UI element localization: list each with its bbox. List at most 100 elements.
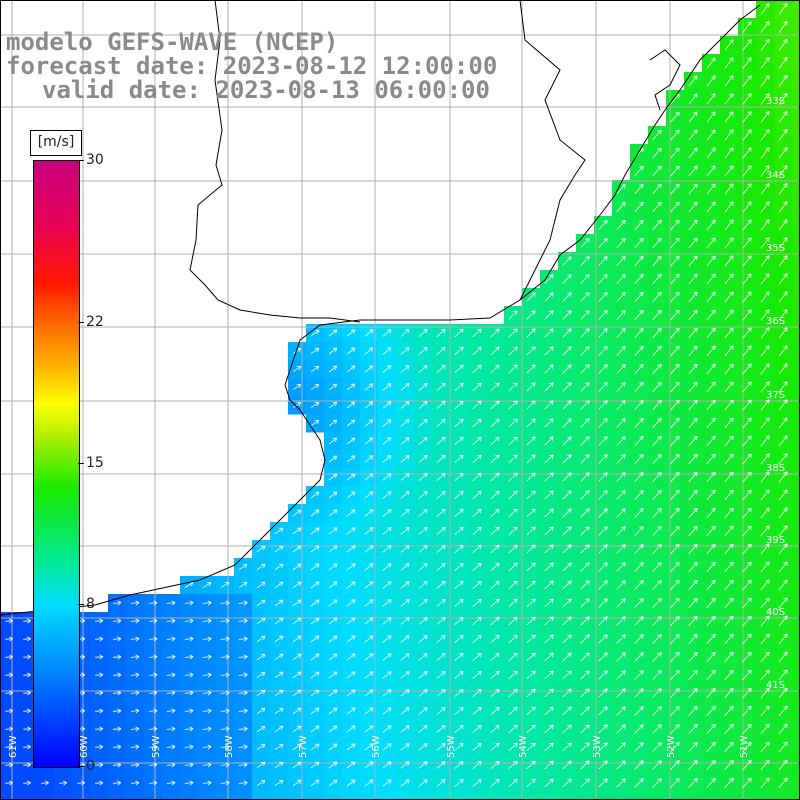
wind-arrow — [742, 147, 752, 159]
wind-arrow — [256, 743, 266, 751]
wind-arrow — [778, 543, 788, 555]
wind-arrow — [562, 508, 572, 518]
wind-arrow — [598, 616, 608, 626]
wind-arrow — [346, 563, 356, 571]
wind-arrow — [418, 563, 428, 571]
wind-arrow — [688, 327, 698, 339]
wind-arrow — [346, 491, 356, 499]
wind-arrow — [670, 778, 680, 788]
wind-arrow — [670, 417, 680, 429]
wind-arrow — [400, 707, 410, 715]
wind-arrow — [310, 347, 320, 355]
wind-arrow — [400, 563, 410, 571]
wind-arrow — [742, 543, 752, 555]
wind-arrow — [598, 346, 608, 356]
wind-arrow — [166, 672, 176, 678]
wind-arrow — [706, 489, 716, 501]
wind-arrow — [508, 346, 518, 356]
wind-arrow — [742, 705, 752, 717]
wind-arrow — [724, 471, 734, 483]
wind-arrow — [454, 436, 464, 446]
wind-arrow — [778, 39, 788, 51]
wind-arrow — [400, 491, 410, 499]
wind-arrow — [670, 634, 680, 644]
wind-arrow — [382, 347, 392, 355]
wind-cell — [216, 792, 235, 800]
wind-cell — [792, 18, 800, 37]
wind-arrow — [328, 743, 338, 751]
wind-arrow — [328, 635, 338, 643]
wind-arrow — [760, 777, 770, 789]
wind-arrow — [130, 654, 140, 660]
wind-arrow — [112, 708, 122, 714]
wind-cell — [792, 630, 800, 649]
wind-arrow — [544, 670, 554, 680]
wind-arrow — [95, 672, 104, 678]
wind-arrow — [23, 780, 31, 786]
wind-arrow — [742, 291, 752, 303]
wind-arrow — [778, 417, 788, 429]
wind-arrow — [706, 219, 716, 231]
latitude-labels: 33S 34S 35S 36S 37S 38S 39S 40S 41S — [766, 96, 785, 691]
wind-arrow — [274, 653, 284, 661]
wind-cell — [792, 558, 800, 577]
wind-arrow — [634, 742, 644, 752]
wind-cell — [666, 792, 685, 800]
wind-arrow — [346, 635, 356, 643]
wind-arrow — [454, 725, 464, 733]
wind-arrow — [706, 543, 716, 555]
longitude-label: 55W — [446, 735, 457, 758]
wind-arrow — [742, 435, 752, 447]
wind-arrow — [508, 688, 518, 698]
wind-arrow — [760, 201, 770, 213]
wind-arrow — [292, 545, 302, 553]
wind-arrow — [616, 328, 626, 338]
wind-arrow — [418, 581, 428, 589]
wind-arrow — [526, 760, 536, 770]
wind-arrow — [472, 436, 482, 446]
wind-arrow — [688, 255, 698, 267]
latitude-label: 34S — [766, 170, 785, 181]
wind-arrow — [382, 527, 392, 535]
wind-arrow — [454, 490, 464, 500]
wind-arrow — [364, 617, 374, 625]
wind-arrow — [328, 437, 338, 445]
wind-arrow — [292, 563, 302, 571]
wind-cell — [792, 270, 800, 289]
wind-arrow — [760, 741, 770, 753]
wind-arrow — [490, 742, 500, 752]
wind-arrow — [652, 544, 662, 554]
wind-arrow — [634, 382, 644, 392]
wind-arrow — [238, 672, 248, 678]
wind-arrow — [580, 418, 590, 428]
wind-arrow — [760, 615, 770, 627]
wind-arrow — [382, 779, 392, 787]
wind-arrow — [508, 454, 518, 464]
wind-arrow — [23, 690, 31, 696]
wind-arrow — [580, 274, 590, 284]
wind-arrow — [616, 580, 626, 590]
wind-arrow — [472, 580, 482, 590]
wind-arrow — [778, 201, 788, 213]
wind-arrow — [526, 688, 536, 698]
wind-arrow — [472, 418, 482, 428]
wind-arrow — [724, 291, 734, 303]
wind-arrow — [778, 507, 788, 519]
wind-arrow — [688, 363, 698, 375]
wind-arrow — [346, 671, 356, 679]
wind-arrow — [580, 472, 590, 482]
wind-arrow — [418, 509, 428, 517]
wind-arrow — [508, 364, 518, 374]
wind-cell — [792, 234, 800, 253]
wind-arrow — [274, 635, 284, 643]
wind-arrow — [598, 544, 608, 554]
wind-arrow — [328, 779, 338, 787]
wind-arrow — [256, 725, 266, 733]
wind-arrow — [436, 563, 446, 571]
wind-arrow — [310, 365, 320, 373]
wind-arrow — [706, 273, 716, 285]
longitude-label: 56W — [371, 735, 382, 758]
wind-cell — [360, 792, 379, 800]
wind-cell — [594, 792, 613, 800]
wind-arrow — [238, 708, 248, 714]
